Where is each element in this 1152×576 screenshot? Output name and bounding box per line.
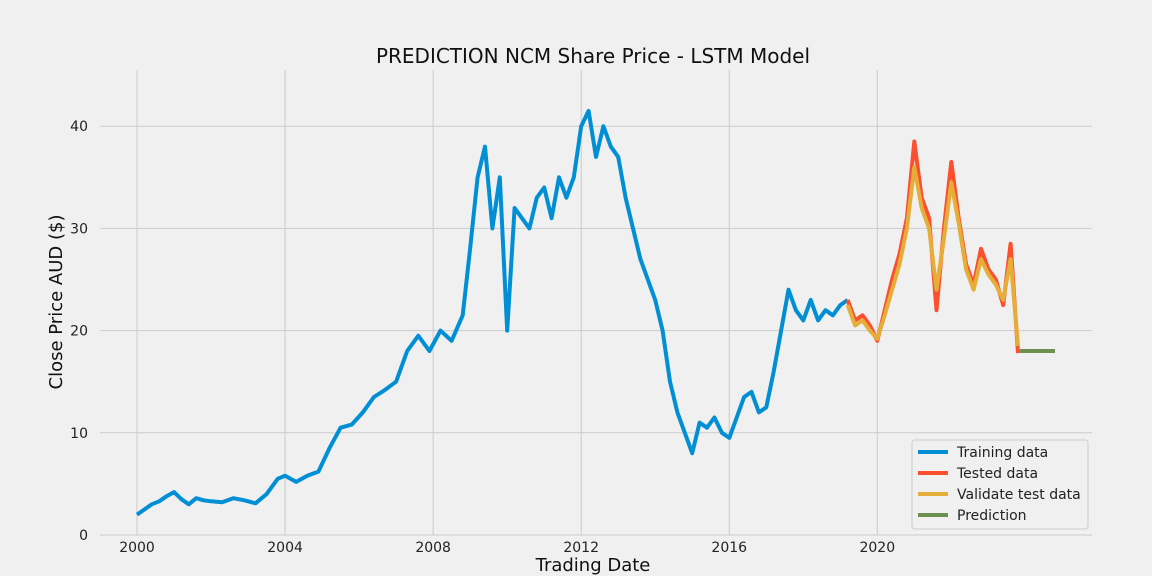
legend-box xyxy=(911,439,1089,530)
x-tick-label: 2016 xyxy=(711,540,747,556)
legend-label-tested-data: Tested data xyxy=(956,466,1038,482)
series-line-validate-test-data xyxy=(845,165,1020,347)
x-tick-label: 2008 xyxy=(415,540,451,556)
series-layer xyxy=(135,108,1055,517)
legend-label-training-data: Training data xyxy=(956,445,1048,461)
legend: Training data Tested data Validate test da… xyxy=(911,439,1089,530)
grid-layer xyxy=(100,70,1092,536)
x-tick-label: 2000 xyxy=(119,540,155,556)
x-tick-label: 2012 xyxy=(563,540,599,556)
x-tick-label: 2004 xyxy=(267,540,303,556)
legend-items: Training data Tested data Validate test da… xyxy=(918,445,1081,524)
legend-label-validate-test-data: Validate test data xyxy=(957,487,1081,503)
x-tick-label: 2020 xyxy=(859,540,895,556)
tick-layer: 2000 2004 2008 2012 2016 2020 0 10 20 30 40 xyxy=(70,119,895,556)
y-tick-label: 10 xyxy=(70,426,88,442)
x-axis-title: Trading Date xyxy=(535,555,651,576)
series-line-training-data xyxy=(135,108,849,517)
y-tick-label: 30 xyxy=(70,221,88,237)
legend-label-prediction: Prediction xyxy=(957,508,1027,524)
chart-title: PREDICTION NCM Share Price - LSTM Model xyxy=(376,44,810,68)
y-axis-title: Close Price AUD ($) xyxy=(46,215,67,390)
y-tick-label: 20 xyxy=(70,324,88,340)
y-tick-label: 0 xyxy=(79,528,88,544)
y-tick-label: 40 xyxy=(70,119,88,135)
